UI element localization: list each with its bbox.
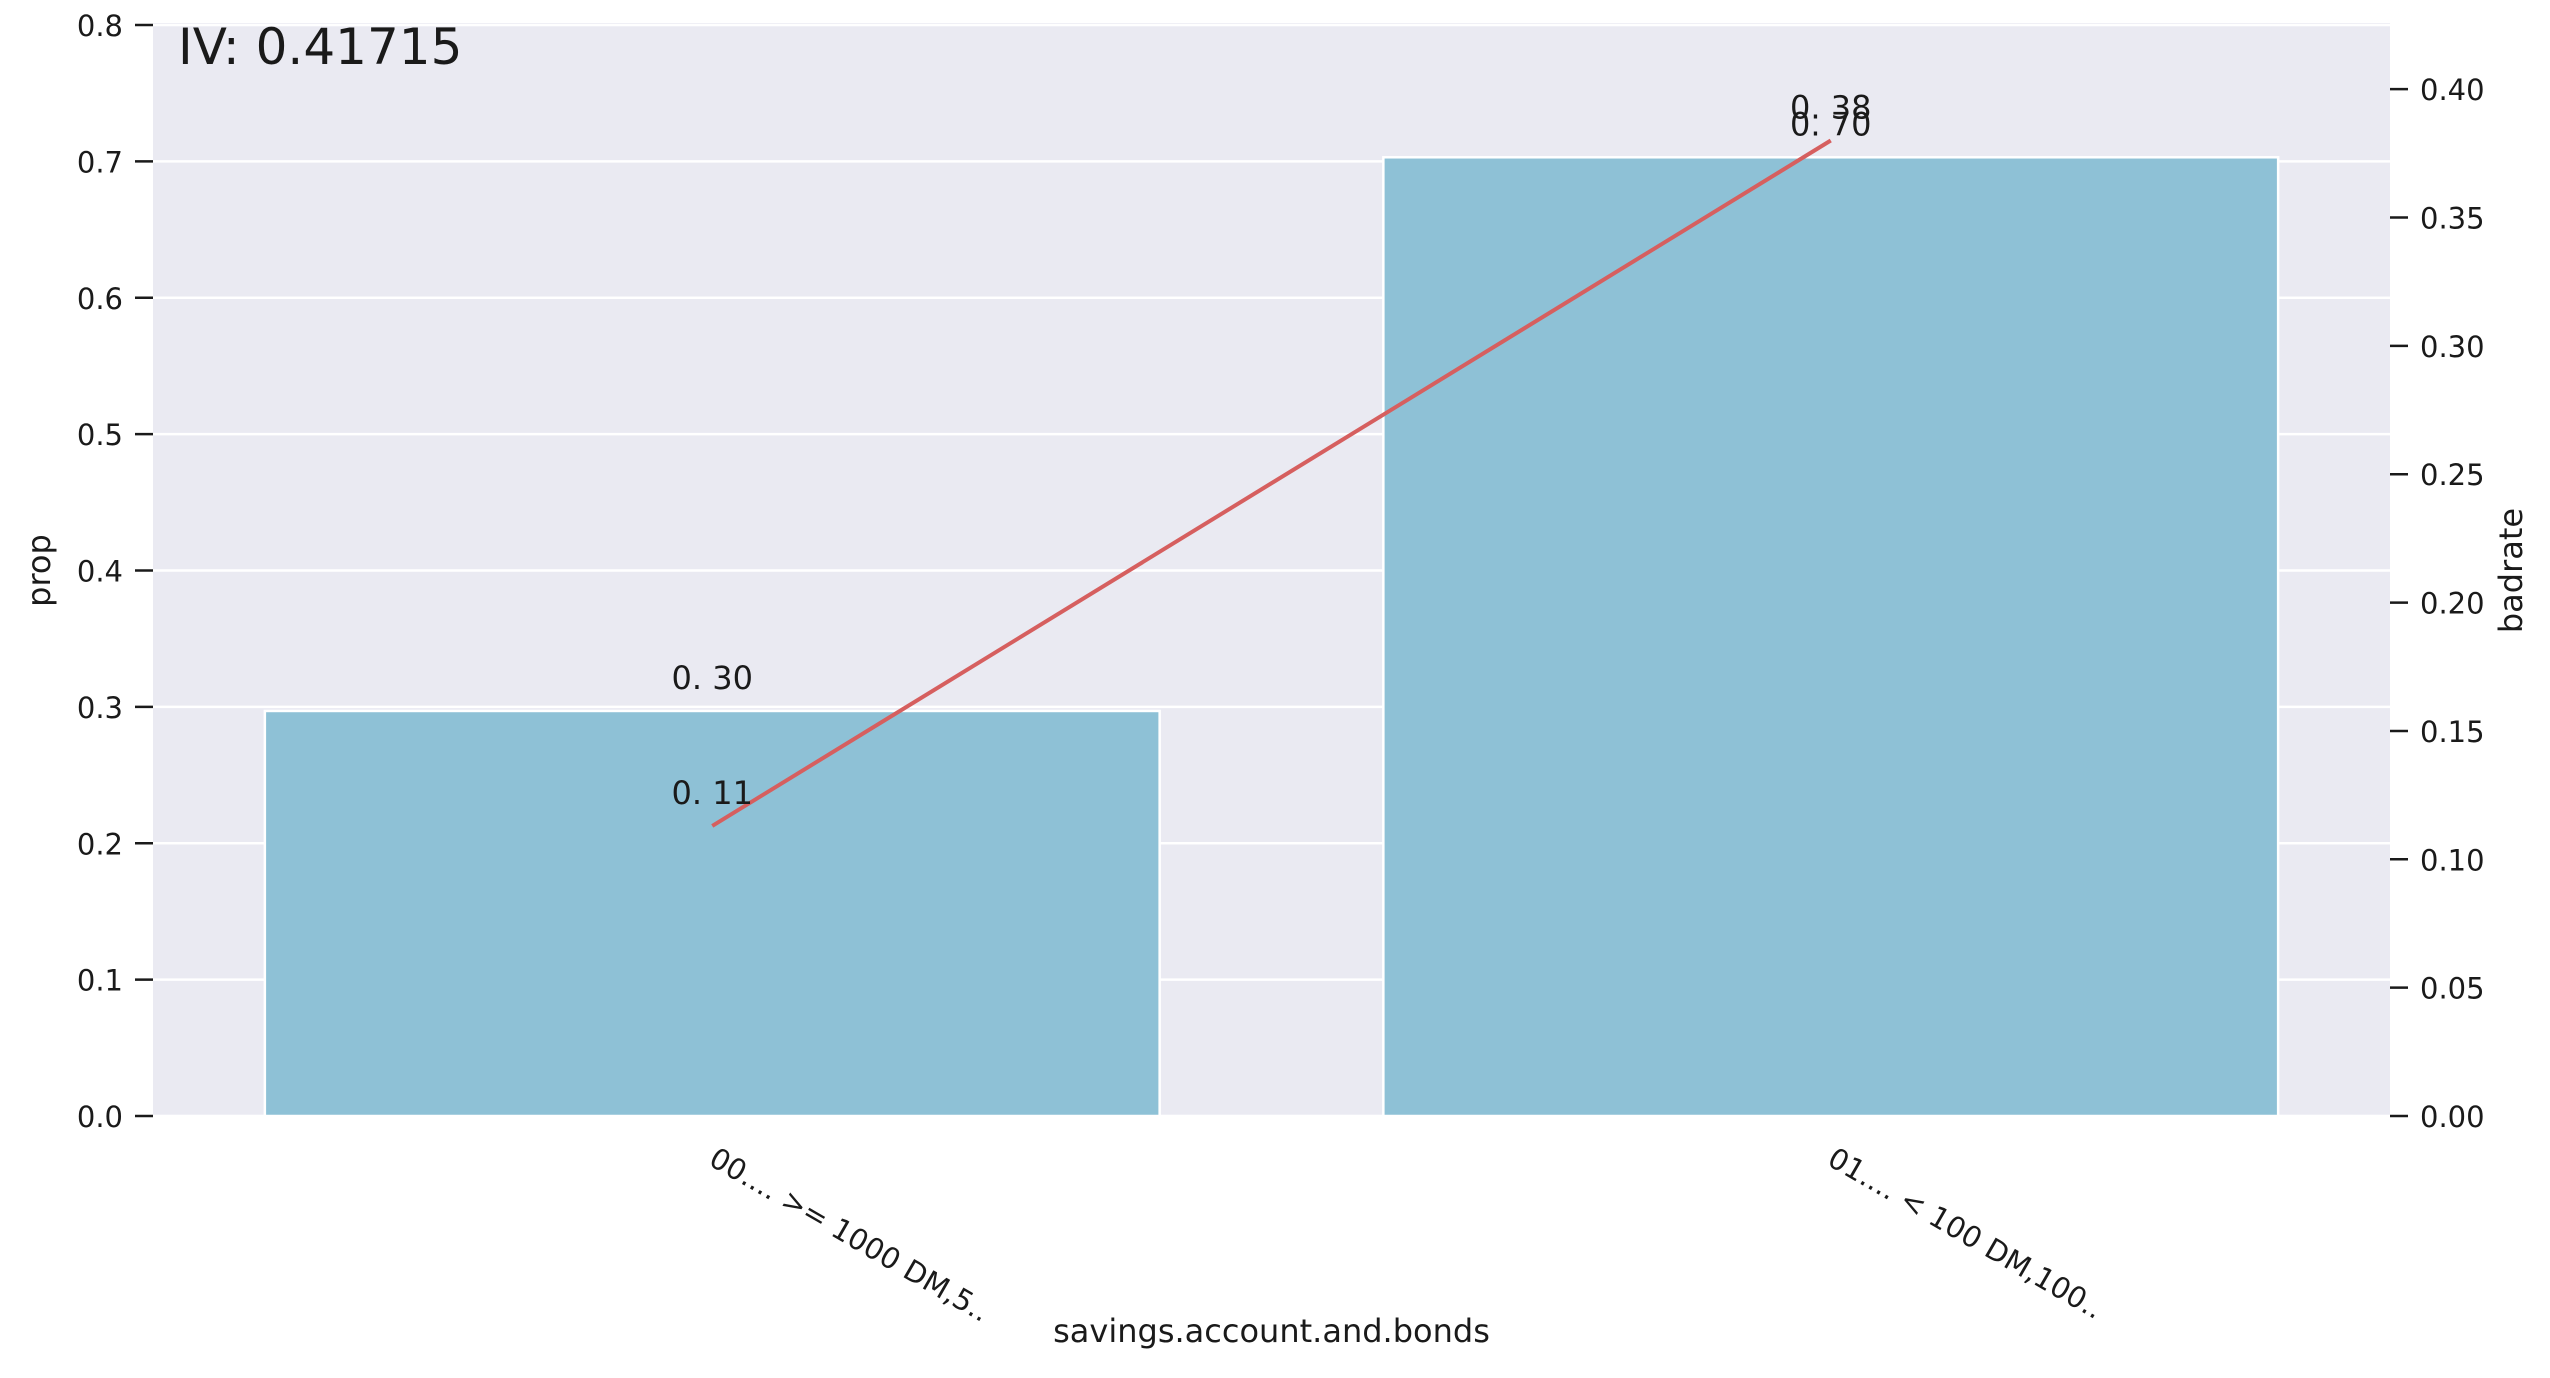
- right-tick-label: 0.00: [2420, 1100, 2485, 1134]
- x-tick-label: 00.... >= 1000 DM,5..: [704, 1141, 996, 1329]
- left-tick-label: 0.8: [77, 9, 123, 43]
- bar: [1382, 156, 2280, 1118]
- bar: [263, 709, 1161, 1118]
- right-tick-label: 0.15: [2420, 715, 2485, 749]
- left-tick-label: 0.4: [77, 555, 123, 589]
- y-axis-label: prop: [20, 534, 58, 607]
- right-tick-label: 0.35: [2420, 202, 2485, 236]
- bar-value-label: 0. 30: [672, 659, 753, 697]
- bar-series: [263, 156, 2280, 1118]
- right-tick-label: 0.05: [2420, 972, 2485, 1006]
- left-tick-label: 0.5: [77, 418, 123, 452]
- right-tick-label: 0.10: [2420, 843, 2485, 877]
- left-tick-label: 0.1: [77, 964, 123, 998]
- line-value-label: 0. 38: [1790, 89, 1871, 127]
- left-tick-label: 0.7: [77, 145, 123, 179]
- right-y-axis: 0.00 0.05 0.10 0.15 0.20 0.25 0.30 0.35 0.40: [2390, 73, 2485, 1134]
- right-tick-label: 0.25: [2420, 458, 2485, 492]
- left-tick-label: 0.6: [77, 282, 123, 316]
- data-labels: 0. 30 0. 70 0. 11 0. 38: [672, 89, 1872, 812]
- line-series: [711, 138, 1832, 828]
- left-tick-label: 0.0: [77, 1100, 123, 1134]
- badrate-line: [711, 138, 1832, 828]
- x-axis: 00.... >= 1000 DM,5.. 01.... < 100 DM,100…: [704, 1141, 2109, 1329]
- right-tick-label: 0.30: [2420, 330, 2485, 364]
- x-axis-label: savings.account.and.bonds: [1053, 1312, 1490, 1350]
- left-tick-label: 0.2: [77, 827, 123, 861]
- x-tick-label: 01.... < 100 DM,100..: [1822, 1141, 2109, 1326]
- left-tick-label: 0.3: [77, 691, 123, 725]
- y2-axis-label: badrate: [2492, 508, 2530, 633]
- right-tick-label: 0.40: [2420, 73, 2485, 107]
- left-y-axis: 0.0 0.1 0.2 0.3 0.4 0.5 0.6 0.7 0.8: [77, 9, 153, 1134]
- bar-value-label: 0. 70: [1790, 105, 1871, 143]
- iv-annotation: IV: 0.41715: [178, 18, 462, 76]
- line-value-label: 0. 11: [672, 774, 753, 812]
- right-tick-label: 0.20: [2420, 587, 2485, 621]
